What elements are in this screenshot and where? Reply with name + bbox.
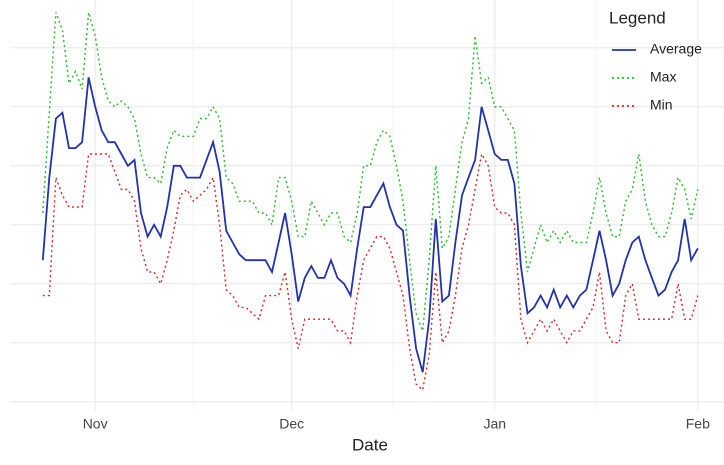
legend-label: Min [650, 97, 673, 113]
x-tick-label: Feb [686, 416, 710, 432]
series-line [42, 151, 699, 392]
legend-label: Max [650, 69, 676, 85]
series-line [42, 12, 699, 332]
x-tick-label: Dec [279, 416, 304, 432]
legend-label: Average [650, 41, 702, 57]
series-line [41, 77, 699, 373]
x-tick-label: Nov [83, 416, 108, 432]
x-tick-label: Jan [483, 416, 506, 432]
grid [10, 0, 724, 410]
x-axis-label: Date [352, 435, 388, 454]
legend-title: Legend [609, 8, 666, 27]
